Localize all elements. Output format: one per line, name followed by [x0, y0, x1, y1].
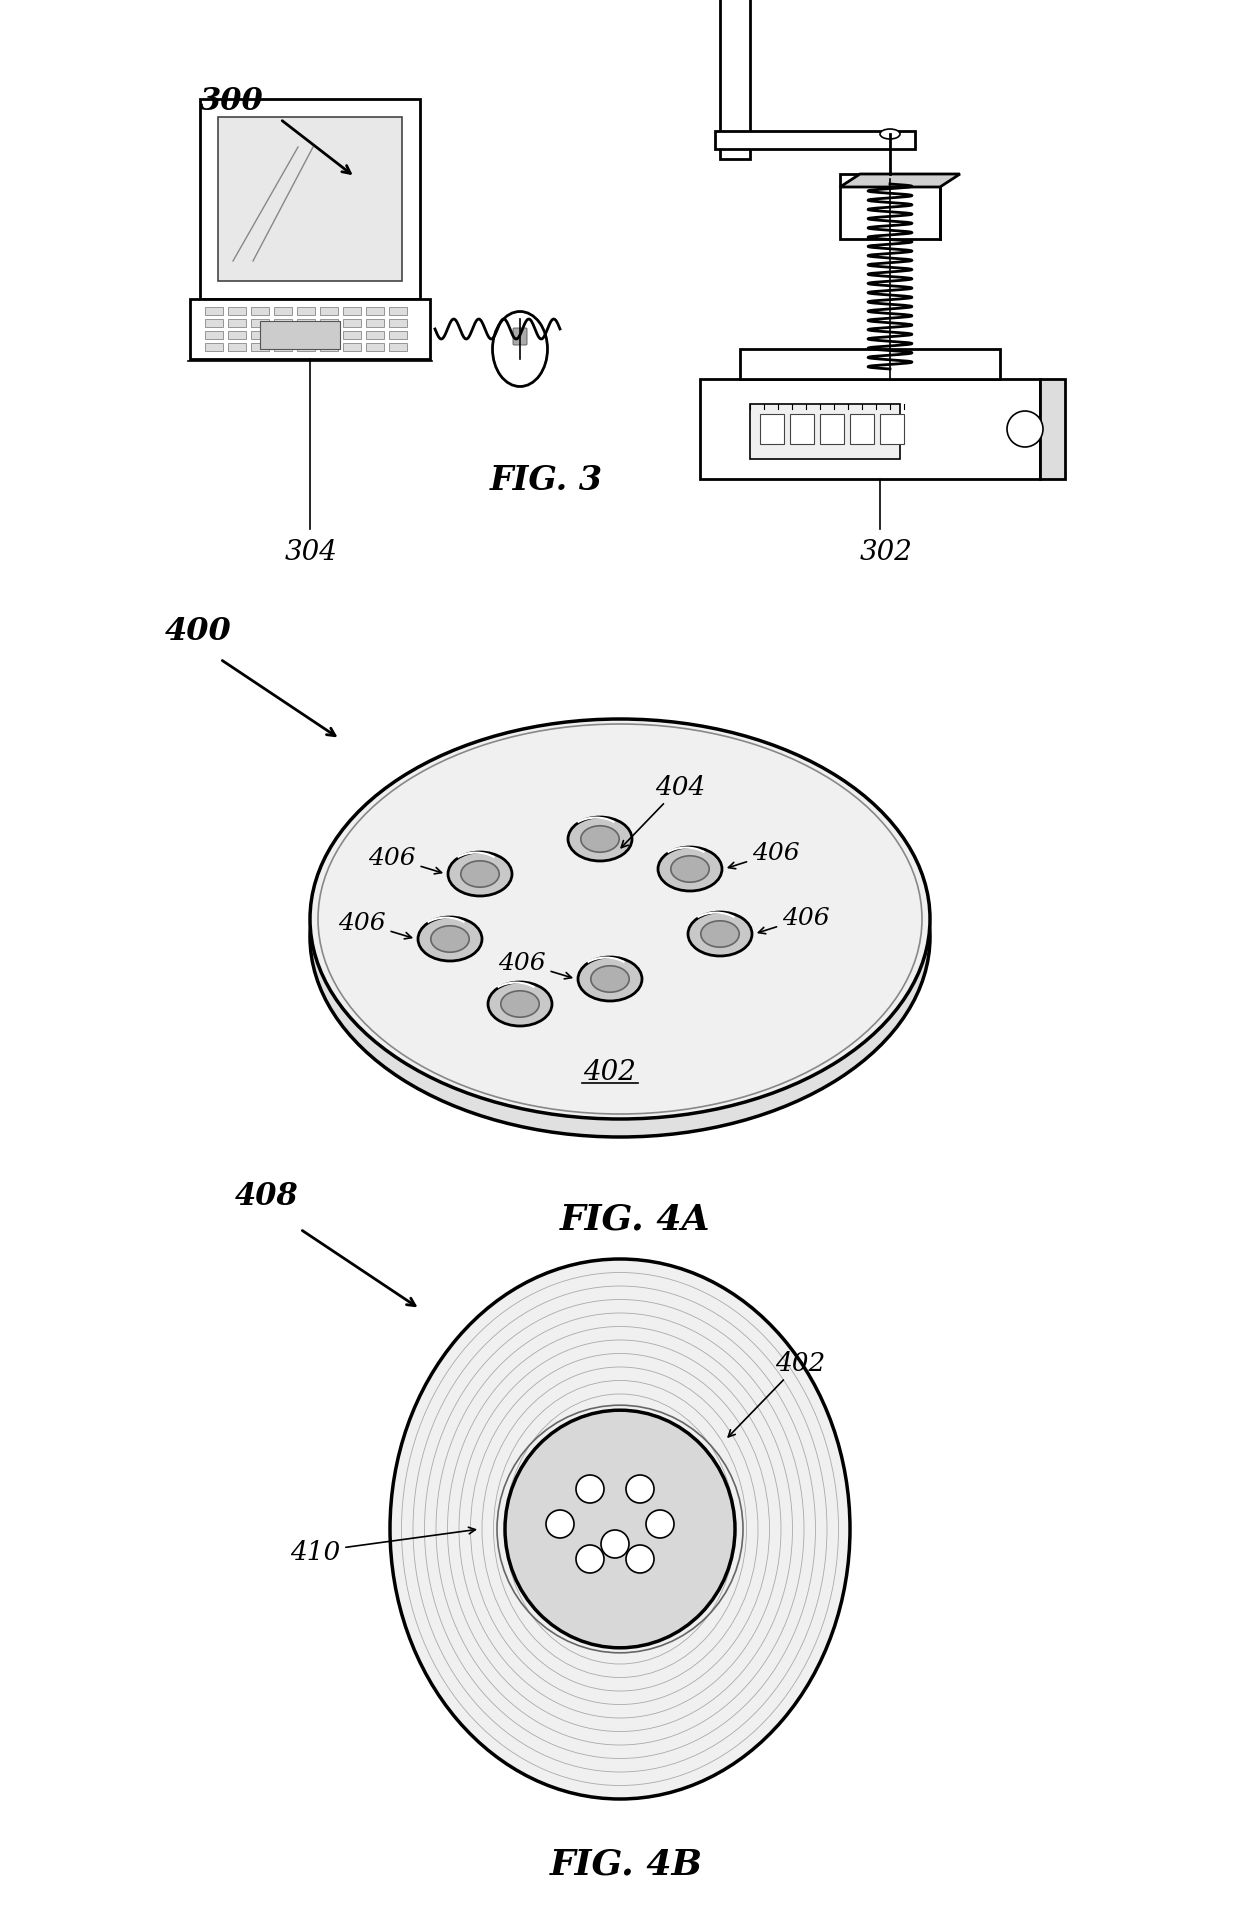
Polygon shape — [1040, 380, 1065, 481]
FancyBboxPatch shape — [720, 0, 750, 160]
Ellipse shape — [590, 967, 629, 992]
Text: 410: 410 — [290, 1527, 475, 1563]
Ellipse shape — [688, 913, 751, 957]
FancyBboxPatch shape — [343, 344, 361, 351]
FancyBboxPatch shape — [320, 344, 339, 351]
Ellipse shape — [492, 313, 548, 388]
Circle shape — [577, 1475, 604, 1503]
FancyBboxPatch shape — [880, 415, 904, 444]
FancyBboxPatch shape — [298, 309, 315, 317]
Ellipse shape — [501, 992, 539, 1017]
Ellipse shape — [701, 921, 739, 948]
Text: 300: 300 — [200, 87, 264, 118]
FancyBboxPatch shape — [320, 320, 339, 328]
Circle shape — [1007, 411, 1043, 448]
Ellipse shape — [489, 982, 552, 1027]
FancyBboxPatch shape — [366, 309, 384, 317]
Text: 400: 400 — [165, 616, 232, 647]
FancyBboxPatch shape — [343, 320, 361, 328]
FancyBboxPatch shape — [513, 328, 527, 345]
Text: 404: 404 — [621, 774, 706, 847]
FancyBboxPatch shape — [366, 332, 384, 340]
Circle shape — [546, 1509, 574, 1538]
FancyBboxPatch shape — [205, 309, 223, 317]
FancyBboxPatch shape — [366, 320, 384, 328]
FancyBboxPatch shape — [320, 309, 339, 317]
FancyBboxPatch shape — [274, 309, 291, 317]
FancyBboxPatch shape — [274, 332, 291, 340]
Text: 402: 402 — [728, 1351, 826, 1438]
Circle shape — [626, 1475, 653, 1503]
Ellipse shape — [461, 861, 500, 888]
FancyBboxPatch shape — [228, 309, 246, 317]
Ellipse shape — [430, 926, 469, 953]
FancyBboxPatch shape — [849, 415, 874, 444]
FancyBboxPatch shape — [205, 332, 223, 340]
Text: 304: 304 — [285, 538, 337, 565]
Text: 302: 302 — [861, 538, 913, 565]
FancyBboxPatch shape — [274, 344, 291, 351]
Ellipse shape — [448, 853, 512, 897]
Ellipse shape — [568, 818, 632, 861]
Text: 406: 406 — [339, 911, 412, 940]
Ellipse shape — [310, 737, 930, 1137]
Ellipse shape — [671, 857, 709, 882]
FancyBboxPatch shape — [389, 332, 407, 340]
FancyBboxPatch shape — [715, 131, 915, 151]
Text: FIG. 4B: FIG. 4B — [551, 1847, 703, 1882]
FancyBboxPatch shape — [250, 320, 269, 328]
Ellipse shape — [418, 917, 482, 961]
FancyBboxPatch shape — [366, 344, 384, 351]
FancyBboxPatch shape — [228, 332, 246, 340]
FancyBboxPatch shape — [760, 415, 784, 444]
FancyBboxPatch shape — [820, 415, 844, 444]
FancyBboxPatch shape — [298, 344, 315, 351]
Circle shape — [626, 1546, 653, 1573]
FancyBboxPatch shape — [343, 332, 361, 340]
Ellipse shape — [505, 1411, 735, 1648]
Ellipse shape — [580, 826, 619, 853]
FancyBboxPatch shape — [740, 349, 999, 380]
FancyBboxPatch shape — [320, 332, 339, 340]
FancyBboxPatch shape — [250, 344, 269, 351]
FancyBboxPatch shape — [274, 320, 291, 328]
Text: 406: 406 — [498, 951, 572, 979]
FancyBboxPatch shape — [389, 320, 407, 328]
Text: 402: 402 — [584, 1058, 636, 1085]
FancyBboxPatch shape — [228, 320, 246, 328]
FancyBboxPatch shape — [701, 380, 1040, 481]
FancyBboxPatch shape — [260, 322, 340, 349]
Ellipse shape — [391, 1260, 849, 1799]
FancyBboxPatch shape — [250, 332, 269, 340]
Text: FIG. 4A: FIG. 4A — [560, 1202, 711, 1237]
FancyBboxPatch shape — [250, 309, 269, 317]
Circle shape — [646, 1509, 675, 1538]
FancyBboxPatch shape — [298, 332, 315, 340]
FancyBboxPatch shape — [839, 176, 940, 239]
FancyBboxPatch shape — [298, 320, 315, 328]
Text: 406: 406 — [759, 907, 830, 934]
Polygon shape — [839, 176, 960, 187]
Ellipse shape — [880, 129, 900, 141]
FancyBboxPatch shape — [343, 309, 361, 317]
FancyBboxPatch shape — [218, 118, 402, 282]
Text: FIG. 3: FIG. 3 — [490, 463, 603, 496]
FancyBboxPatch shape — [389, 309, 407, 317]
FancyBboxPatch shape — [205, 320, 223, 328]
Text: 408: 408 — [236, 1181, 299, 1212]
Ellipse shape — [658, 847, 722, 892]
FancyBboxPatch shape — [389, 344, 407, 351]
Circle shape — [601, 1530, 629, 1558]
FancyBboxPatch shape — [205, 344, 223, 351]
FancyBboxPatch shape — [190, 299, 430, 359]
FancyBboxPatch shape — [790, 415, 813, 444]
Text: 406: 406 — [368, 847, 441, 874]
FancyBboxPatch shape — [750, 405, 900, 459]
FancyBboxPatch shape — [200, 100, 420, 299]
Ellipse shape — [578, 957, 642, 1002]
FancyBboxPatch shape — [228, 344, 246, 351]
Ellipse shape — [310, 720, 930, 1119]
Circle shape — [577, 1546, 604, 1573]
Text: 406: 406 — [728, 841, 800, 868]
